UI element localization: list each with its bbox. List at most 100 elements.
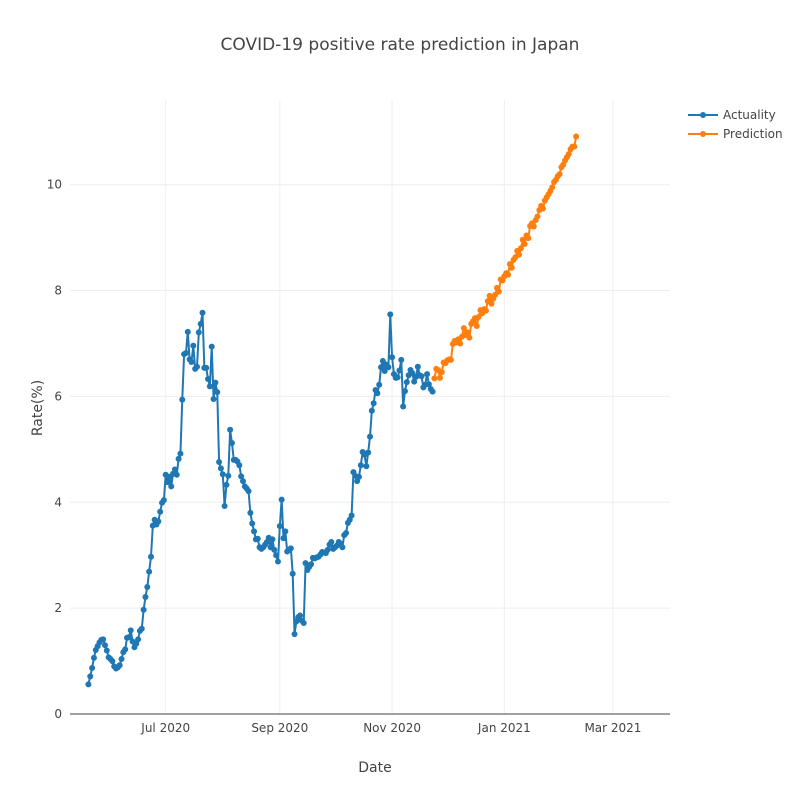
data-point-actuality — [247, 509, 254, 516]
legend-label-prediction: Prediction — [723, 127, 783, 141]
data-point-prediction — [431, 375, 438, 382]
legend-item-actuality[interactable]: Actuality — [688, 108, 776, 122]
y-tick-label: 0 — [54, 707, 62, 721]
data-point-prediction — [436, 374, 443, 381]
y-tick-label: 6 — [54, 389, 62, 403]
data-point-actuality — [328, 538, 335, 545]
data-point-actuality — [269, 536, 276, 543]
data-point-actuality — [236, 462, 243, 469]
data-point-actuality — [385, 364, 392, 371]
data-point-prediction — [534, 213, 541, 220]
x-tick-label: Jul 2020 — [140, 721, 190, 735]
data-point-prediction — [464, 329, 471, 336]
data-point-actuality — [379, 357, 386, 364]
data-point-actuality — [228, 439, 235, 446]
data-point-actuality — [278, 496, 285, 503]
data-point-actuality — [219, 471, 226, 478]
data-point-actuality — [287, 545, 294, 552]
data-point-actuality — [240, 478, 247, 485]
data-point-prediction — [530, 223, 537, 230]
data-point-actuality — [125, 634, 132, 641]
data-point-actuality — [217, 465, 224, 472]
data-point-actuality — [221, 502, 228, 509]
data-point-actuality — [216, 459, 223, 466]
data-point-actuality — [155, 518, 162, 525]
data-point-prediction — [482, 307, 489, 314]
data-point-actuality — [135, 636, 142, 643]
data-point-actuality — [210, 396, 217, 403]
data-point-actuality — [100, 636, 107, 643]
data-point-actuality — [280, 535, 287, 542]
data-point-actuality — [282, 528, 289, 535]
data-point-prediction — [466, 334, 473, 341]
data-point-actuality — [89, 664, 96, 671]
data-point-actuality — [109, 658, 116, 665]
data-point-actuality — [374, 390, 381, 397]
data-point-actuality — [308, 561, 315, 568]
data-point-actuality — [179, 396, 186, 403]
data-point-prediction — [556, 171, 563, 178]
data-point-actuality — [182, 350, 189, 357]
data-point-prediction — [447, 356, 454, 363]
data-point-actuality — [365, 449, 372, 456]
legend-item-prediction[interactable]: Prediction — [688, 127, 783, 141]
data-point-actuality — [403, 379, 410, 386]
data-point-actuality — [238, 473, 245, 480]
data-point-actuality — [157, 508, 164, 515]
data-point-prediction — [495, 288, 502, 295]
data-point-actuality — [357, 462, 364, 469]
y-tick-label: 10 — [47, 178, 62, 192]
data-point-prediction — [460, 325, 467, 332]
data-point-actuality — [368, 407, 375, 414]
data-point-actuality — [302, 560, 309, 567]
data-point-prediction — [457, 340, 464, 347]
legend[interactable]: Actuality Prediction — [688, 108, 783, 141]
data-point-actuality — [398, 356, 405, 363]
data-point-actuality — [144, 583, 151, 590]
y-tick-label: 4 — [54, 495, 62, 509]
data-point-actuality — [85, 681, 92, 688]
data-point-actuality — [249, 520, 256, 527]
data-point-actuality — [103, 647, 110, 654]
x-axis-label: Date — [358, 760, 391, 776]
data-point-actuality — [411, 378, 418, 385]
data-point-actuality — [177, 450, 184, 457]
data-point-actuality — [168, 483, 175, 490]
data-point-actuality — [254, 535, 261, 542]
data-point-actuality — [193, 363, 200, 370]
legend-swatch-marker — [700, 131, 706, 137]
data-point-actuality — [245, 488, 252, 495]
data-point-actuality — [160, 497, 167, 504]
series-layer — [85, 133, 580, 688]
x-tick-label: Nov 2020 — [363, 721, 421, 735]
data-point-actuality — [291, 631, 298, 638]
data-point-actuality — [205, 375, 212, 382]
data-point-actuality — [394, 374, 401, 381]
legend-label-actuality: Actuality — [723, 108, 776, 122]
data-point-actuality — [401, 388, 408, 395]
data-point-prediction — [521, 240, 528, 247]
data-point-actuality — [339, 544, 346, 551]
data-point-prediction — [565, 150, 572, 157]
data-point-actuality — [343, 529, 350, 536]
data-point-actuality — [297, 612, 304, 619]
data-point-actuality — [274, 558, 281, 565]
data-point-actuality — [208, 343, 215, 350]
data-point-actuality — [225, 472, 232, 479]
data-point-actuality — [367, 433, 373, 440]
data-point-actuality — [273, 552, 280, 559]
data-point-prediction — [473, 323, 480, 330]
data-point-prediction — [525, 235, 532, 242]
data-point-actuality — [175, 455, 182, 462]
data-point-prediction — [516, 251, 523, 258]
y-axis-label: Rate(%) — [30, 380, 46, 436]
data-point-actuality — [424, 371, 431, 378]
data-point-actuality — [376, 381, 383, 388]
data-point-actuality — [396, 367, 403, 374]
data-point-actuality — [199, 309, 206, 316]
data-point-prediction — [573, 133, 580, 140]
grid-layer — [70, 100, 670, 714]
data-point-actuality — [348, 512, 355, 519]
